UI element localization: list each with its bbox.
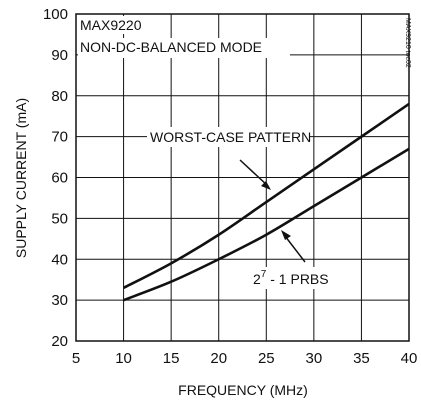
label-knockout-mode xyxy=(78,38,290,58)
y-tick-label: 60 xyxy=(51,170,68,187)
prbs-base: 2 xyxy=(253,271,261,287)
arrowhead-worst-case xyxy=(261,181,271,190)
arrowhead-prbs xyxy=(281,230,291,240)
x-tick-label: 40 xyxy=(401,350,418,367)
x-tick-label: 25 xyxy=(258,350,275,367)
y-tick-label: 40 xyxy=(51,251,68,268)
x-tick-label: 20 xyxy=(210,350,227,367)
tick-labels: 5 10 15 20 25 30 35 40 100 90 80 70 60 50 40 30 20 xyxy=(43,6,417,367)
x-tick-label: 10 xyxy=(115,350,132,367)
grid-lines xyxy=(76,14,409,341)
y-tick-label: 100 xyxy=(43,6,68,23)
mode-label: NON-DC-BALANCED MODE xyxy=(80,39,262,55)
plot-frame xyxy=(75,13,410,342)
y-axis-label: SUPPLY CURRENT (mA) xyxy=(13,98,29,258)
label-knockout-worst xyxy=(147,127,310,147)
y-tick-label: 20 xyxy=(51,333,68,350)
series-label-prbs: 27 - 1 PRBS xyxy=(253,269,329,287)
prbs-rest: - 1 PRBS xyxy=(266,271,328,287)
series-label-worst-case: WORST-CASE PATTERN xyxy=(150,129,311,145)
part-number-label: MAX9220 xyxy=(80,17,142,33)
annotation-arrows xyxy=(239,159,306,263)
series-line-1 xyxy=(123,147,410,302)
arrow-prbs xyxy=(284,235,306,263)
x-tick-label: 35 xyxy=(353,350,370,367)
doc-code-label: MAX9210 toc02 xyxy=(404,18,411,68)
arrow-worst-case xyxy=(239,159,269,187)
series-layer xyxy=(122,102,410,302)
y-tick-label: 90 xyxy=(51,47,68,64)
x-tick-label: 15 xyxy=(163,350,180,367)
x-tick-label: 30 xyxy=(306,350,323,367)
label-knockout-part xyxy=(78,16,153,34)
prbs-exponent: 7 xyxy=(261,269,267,280)
y-tick-label: 30 xyxy=(51,292,68,309)
x-axis-label: FREQUENCY (MHz) xyxy=(178,382,308,398)
x-tick-label: 5 xyxy=(72,350,80,367)
y-tick-label: 80 xyxy=(51,88,68,105)
label-knockout-prbs xyxy=(250,267,350,289)
y-tick-label: 70 xyxy=(51,129,68,146)
y-tick-label: 50 xyxy=(51,210,68,227)
series-line-0 xyxy=(122,102,410,290)
